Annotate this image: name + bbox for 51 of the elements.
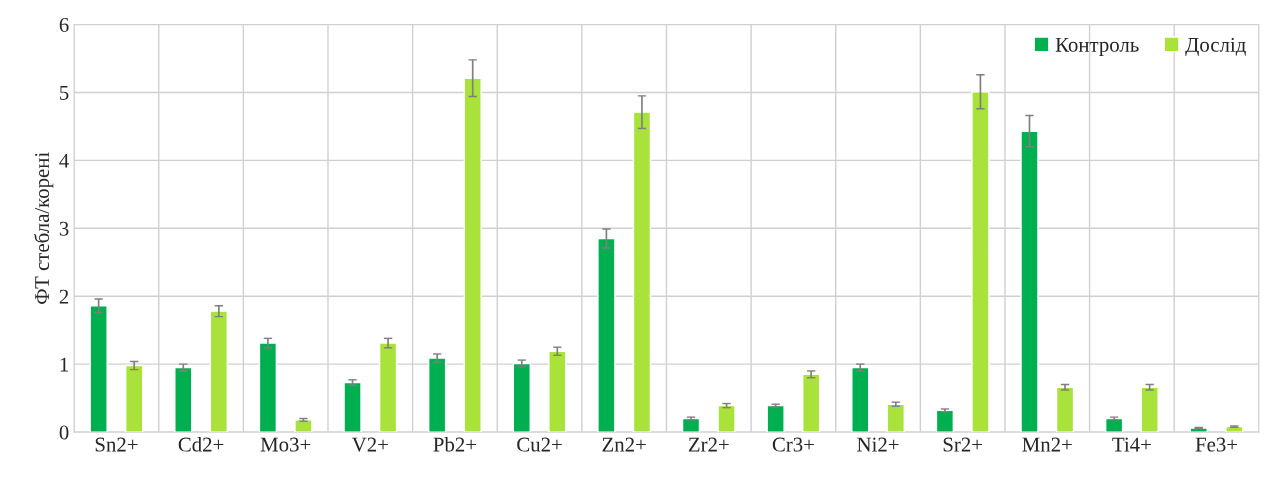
x-tick-label: Zr2+ bbox=[688, 437, 729, 452]
bar bbox=[1020, 130, 1039, 433]
bar bbox=[1104, 417, 1124, 433]
x-tick-label: Cd2+ bbox=[178, 436, 224, 452]
bar bbox=[209, 310, 228, 433]
bar bbox=[343, 381, 362, 433]
bar bbox=[632, 111, 652, 433]
bar bbox=[971, 91, 990, 433]
legend-label: Контроль bbox=[1055, 37, 1139, 57]
y-axis-title: ФТ стебла/корені bbox=[33, 152, 54, 304]
bar bbox=[427, 357, 447, 433]
bar bbox=[378, 342, 398, 433]
y-tick-label: 2 bbox=[59, 289, 69, 304]
x-tick-label: Cr3+ bbox=[772, 437, 814, 452]
bar bbox=[125, 364, 144, 433]
bar bbox=[597, 237, 616, 433]
y-tick-label: 1 bbox=[60, 357, 69, 372]
x-tick-label: Fe3+ bbox=[1195, 437, 1237, 452]
x-tick-label: Mn2+ bbox=[1022, 437, 1072, 452]
bar bbox=[1055, 386, 1075, 433]
y-tick-label: 3 bbox=[59, 221, 69, 236]
bar bbox=[886, 403, 905, 433]
x-tick-label: Ti4+ bbox=[1112, 437, 1151, 452]
bar bbox=[548, 350, 567, 433]
bar bbox=[1140, 386, 1159, 433]
bar bbox=[681, 417, 701, 433]
bar bbox=[935, 409, 955, 433]
bar bbox=[89, 305, 108, 433]
y-tick-label: 5 bbox=[60, 86, 69, 100]
x-tick-label: Ni2+ bbox=[857, 437, 899, 452]
y-tick-label: 4 bbox=[59, 153, 69, 168]
bar bbox=[174, 366, 193, 433]
bar bbox=[851, 366, 870, 433]
bar bbox=[258, 342, 278, 433]
y-tick-label: 6 bbox=[59, 17, 69, 32]
bar bbox=[717, 404, 736, 433]
bar bbox=[1189, 427, 1208, 433]
y-tick-label: 0 bbox=[59, 425, 69, 440]
x-tick-label: Zn2+ bbox=[602, 437, 646, 452]
x-tick-label: V2+ bbox=[351, 437, 388, 452]
x-tick-label: Sr2+ bbox=[943, 437, 982, 452]
x-tick-label: Pb2+ bbox=[433, 436, 476, 452]
x-tick-label: Mo3+ bbox=[260, 437, 311, 452]
legend-label: Дослід bbox=[1185, 37, 1246, 57]
bar bbox=[802, 373, 821, 433]
bar bbox=[512, 362, 531, 433]
x-tick-label: Cu2+ bbox=[517, 437, 562, 452]
bar bbox=[294, 419, 313, 433]
bar bbox=[463, 77, 482, 433]
x-tick-label: Sn2+ bbox=[95, 437, 138, 452]
bar bbox=[766, 404, 785, 433]
